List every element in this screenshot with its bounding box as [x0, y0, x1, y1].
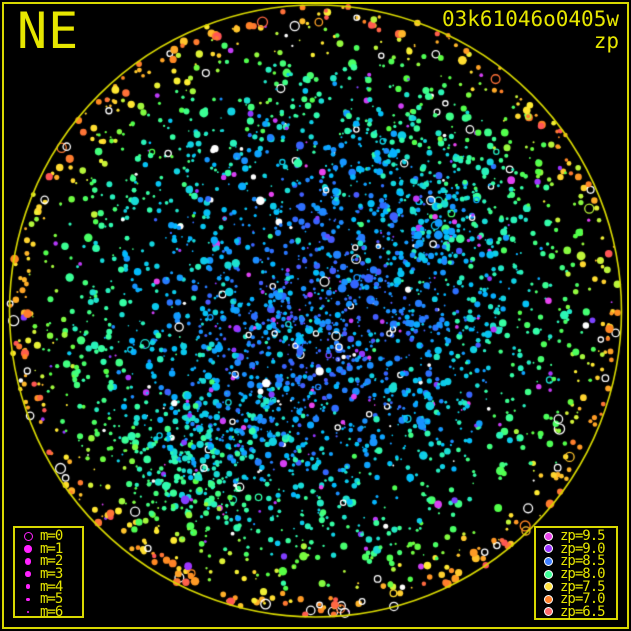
legend-item: m=4: [20, 578, 82, 595]
plot-subtitle: zp: [593, 29, 619, 53]
legend-item: m=0: [20, 528, 82, 545]
filled-circle-marker: [540, 607, 556, 617]
filled-circle-marker: [20, 610, 36, 613]
filled-circle-marker: [540, 556, 556, 566]
legend-label: m=6: [40, 603, 63, 620]
filled-circle-marker: [20, 558, 36, 565]
legend-label: zp=9.5: [560, 528, 606, 545]
legend-item: zp=7.5: [540, 578, 616, 595]
legend-item: m=5: [20, 591, 82, 608]
legend-item: m=3: [20, 566, 82, 583]
legend-item: zp=7.0: [540, 591, 616, 608]
legend-label: m=0: [40, 528, 63, 545]
title-block: 03k61046o0405w zp: [442, 8, 619, 52]
legend-label: m=5: [40, 591, 63, 608]
legend-item: zp=8.5: [540, 553, 616, 570]
legend-item: m=6: [20, 603, 82, 620]
legend-item: zp=8.0: [540, 566, 616, 583]
legend-label: zp=8.0: [560, 566, 606, 583]
filled-circle-marker: [20, 597, 36, 601]
filled-circle-marker: [20, 584, 36, 589]
legend-item: zp=9.5: [540, 528, 616, 545]
filled-circle-marker: [20, 571, 36, 577]
filled-circle-marker: [20, 545, 36, 553]
filled-circle-marker: [540, 544, 556, 554]
zeropoint-legend: zp=9.5 zp=9.0 zp=8.5 zp=8.0 zp=7.5 zp=7.0 zp=6…: [534, 526, 618, 620]
filled-circle-marker: [540, 594, 556, 604]
open-circle-marker: [20, 531, 36, 541]
plot-title: 03k61046o0405w: [441, 7, 619, 31]
filled-circle-marker: [540, 569, 556, 579]
magnitude-legend: m=0 m=1 m=2 m=3 m=4 m=5 m=6: [13, 526, 84, 620]
legend-label: zp=6.5: [560, 603, 606, 620]
legend-label: zp=7.0: [560, 591, 606, 608]
legend-label: zp=7.5: [560, 578, 606, 595]
legend-item: zp=9.0: [540, 540, 616, 557]
legend-label: zp=9.0: [560, 540, 606, 557]
field-corner-label: NE: [17, 2, 80, 60]
filled-circle-marker: [540, 582, 556, 592]
legend-label: zp=8.5: [560, 553, 606, 570]
legend-item: m=2: [20, 553, 82, 570]
filled-circle-marker: [540, 531, 556, 541]
legend-label: m=1: [40, 540, 63, 557]
legend-label: m=2: [40, 553, 63, 570]
legend-item: zp=6.5: [540, 603, 616, 620]
legend-item: m=1: [20, 540, 82, 557]
legend-label: m=3: [40, 566, 63, 583]
legend-label: m=4: [40, 578, 63, 595]
